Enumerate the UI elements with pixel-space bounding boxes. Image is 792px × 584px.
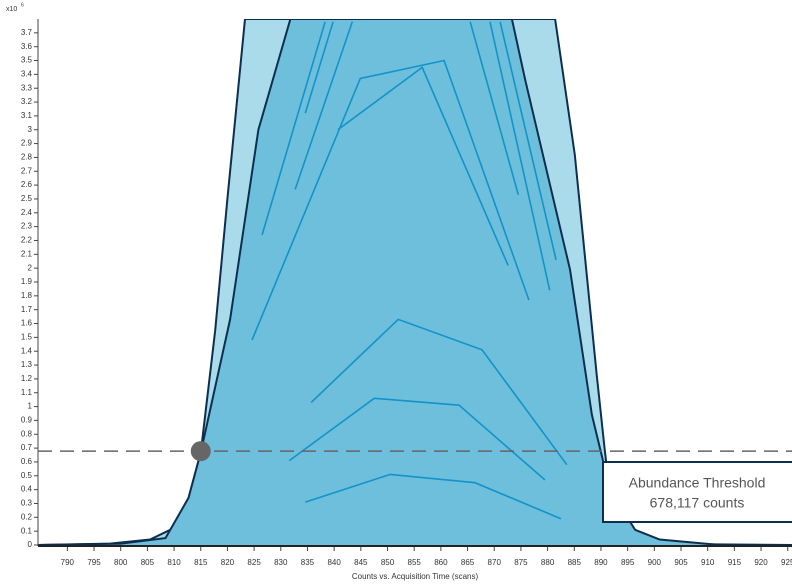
- y-tick-label: 3.6: [21, 42, 33, 51]
- y-tick-label: 0.9: [21, 416, 33, 425]
- y-tick-label: 1.7: [21, 305, 33, 314]
- y-tick-label: 1.1: [21, 388, 33, 397]
- x-tick-label: 850: [381, 558, 395, 567]
- annotation-label: 678,117 counts: [650, 495, 745, 511]
- annotation-box: Abundance Threshold 678,117 counts: [602, 461, 792, 523]
- line: [305, 473, 562, 520]
- x-tick-label: 795: [87, 558, 101, 567]
- y-tick-label: 1.8: [21, 291, 33, 300]
- plot-area: [38, 19, 792, 546]
- y-tick-label: 3.1: [21, 111, 33, 120]
- y-axis-exponent: 6: [21, 2, 24, 8]
- line: [304, 21, 334, 114]
- x-tick-label: 910: [701, 558, 715, 567]
- y-tick-label: 0.4: [21, 485, 33, 494]
- y-tick-label: 2.9: [21, 139, 33, 148]
- x-tick-label: 900: [648, 558, 662, 567]
- y-tick-label: 0: [28, 540, 33, 549]
- y-tick-label: 3.4: [21, 69, 33, 78]
- y-tick-label: 2.3: [21, 222, 33, 231]
- x-tick-label: 855: [408, 558, 422, 567]
- y-tick-label: 1.6: [21, 319, 33, 328]
- area: [38, 19, 792, 545]
- x-tick-label: 890: [594, 558, 608, 567]
- area-outline: [38, 19, 792, 546]
- y-tick-label: 3.7: [21, 28, 33, 37]
- y-tick-label: 3.2: [21, 97, 33, 106]
- x-tick-label: 825: [247, 558, 261, 567]
- threshold-marker: [190, 441, 211, 462]
- y-tick-label: 1.5: [21, 332, 33, 341]
- x-axis-title: Counts vs. Acquisition Time (scans): [352, 572, 479, 581]
- x-tick-label: 815: [194, 558, 208, 567]
- y-tick-label: 2.2: [21, 236, 33, 245]
- x-tick-label: 860: [434, 558, 448, 567]
- x-tick-label: 920: [754, 558, 768, 567]
- y-tick-label: 3.5: [21, 56, 33, 65]
- line: [261, 21, 326, 236]
- x-tick-label: 895: [621, 558, 635, 567]
- x-tick-label: 925: [781, 558, 792, 567]
- x-tick-label: 835: [301, 558, 315, 567]
- y-tick-label: 2.4: [21, 208, 33, 217]
- line: [310, 318, 568, 466]
- x-tick-label: 880: [541, 558, 555, 567]
- y-tick-label: 0.1: [21, 526, 33, 535]
- y-tick-label: 2: [28, 263, 33, 272]
- axes: 0 0.1 0.2 0.3 0.4 0.5 0.6 0.7 0.8 0.9 1 1.1 1.2 1.3 1.…: [21, 19, 792, 567]
- y-tick-label: 1.3: [21, 360, 33, 369]
- line: [294, 21, 354, 190]
- y-tick-label: 2.1: [21, 249, 33, 258]
- y-tick-label: 2.5: [21, 194, 33, 203]
- y-tick-label: 0.7: [21, 443, 33, 452]
- annotation-title: Abundance Threshold: [629, 475, 766, 491]
- y-tick-label: 1.2: [21, 374, 33, 383]
- y-tick-label: 3.3: [21, 83, 33, 92]
- y-tick-label: 3: [28, 125, 33, 134]
- x-tick-label: 810: [167, 558, 181, 567]
- y-tick-label: 1.9: [21, 277, 33, 286]
- y-tick-label: 2.7: [21, 166, 33, 175]
- x-tick-label: 870: [488, 558, 502, 567]
- x-tick-label: 885: [568, 558, 582, 567]
- line: [469, 21, 520, 196]
- x-tick-label: 905: [674, 558, 688, 567]
- line: [337, 66, 509, 266]
- x-tick-label: 830: [274, 558, 288, 567]
- y-tick-label: 1: [28, 402, 33, 411]
- annotation-frame: [602, 461, 792, 523]
- line: [288, 397, 546, 481]
- y-tick-label: 2.8: [21, 153, 33, 162]
- y-tick-label: 0.2: [21, 512, 33, 521]
- x-tick-label: 840: [327, 558, 341, 567]
- x-tick-label: 845: [354, 558, 368, 567]
- y-tick-label: 1.4: [21, 346, 33, 355]
- x-tick-label: 800: [114, 558, 128, 567]
- x-tick-label: 820: [221, 558, 235, 567]
- x-tick-label: 790: [61, 558, 75, 567]
- line: [499, 21, 557, 261]
- x-tick-label: 915: [728, 558, 742, 567]
- y-tick-label: 0.8: [21, 429, 33, 438]
- y-tick-label: 0.6: [21, 457, 33, 466]
- line: [489, 21, 551, 291]
- y-tick-label: 0.3: [21, 499, 33, 508]
- x-tick-label: 805: [141, 558, 155, 567]
- x-tick-label: 875: [514, 558, 528, 567]
- y-tick-label: 0.5: [21, 471, 33, 480]
- line: [251, 59, 530, 341]
- y-axis-multiplier: x10: [6, 6, 17, 13]
- x-tick-label: 865: [461, 558, 475, 567]
- y-tick-label: 2.6: [21, 180, 33, 189]
